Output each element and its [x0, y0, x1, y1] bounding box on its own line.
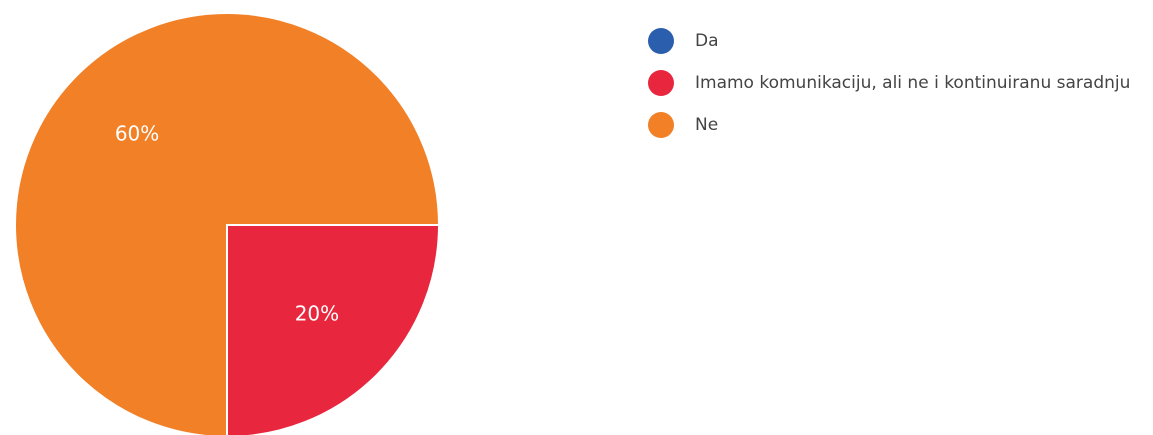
- legend-marker: [648, 70, 674, 96]
- legend-marker: [648, 28, 674, 54]
- legend-label: Ne: [695, 115, 718, 135]
- value-label: 60%: [115, 122, 159, 146]
- pie-slice: [14, 12, 441, 435]
- pie-slice: [226, 224, 441, 435]
- legend-label: Da: [695, 31, 719, 51]
- legend-label: Imamo komunikaciju, ali ne i kontinuiran…: [695, 73, 1130, 93]
- legend-marker: [648, 112, 674, 138]
- value-label: 20%: [295, 301, 339, 325]
